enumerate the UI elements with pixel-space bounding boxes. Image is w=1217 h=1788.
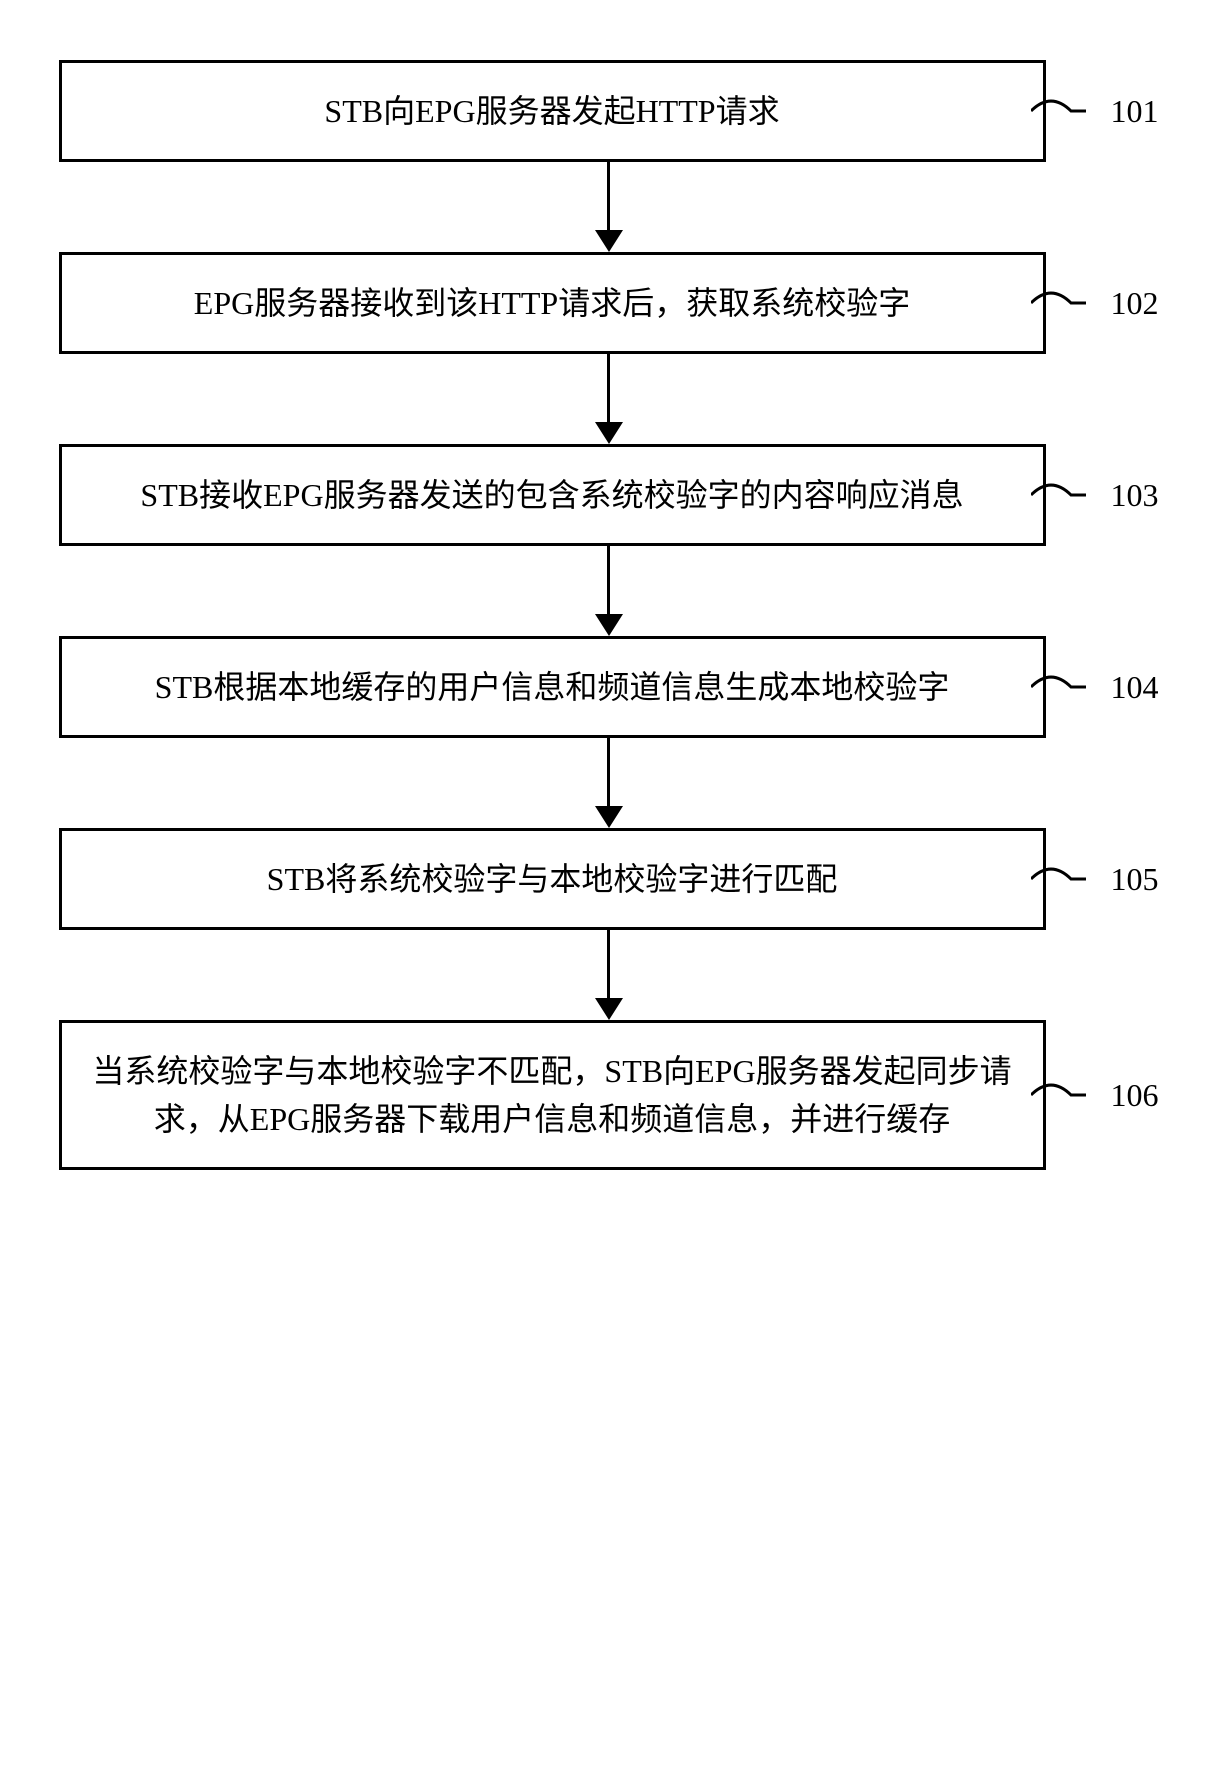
step-id-label: 103 (1111, 477, 1159, 514)
step-row-103: STB接收EPG服务器发送的包含系统校验字的内容响应消息 103 (59, 444, 1159, 546)
step-label-wrap: 101 (1046, 81, 1159, 141)
step-text: 当系统校验字与本地校验字不匹配，STB向EPG服务器发起同步请求，从EPG服务器… (92, 1047, 1013, 1143)
step-row-104: STB根据本地缓存的用户信息和频道信息生成本地校验字 104 (59, 636, 1159, 738)
leader-curve-icon (1031, 465, 1101, 525)
step-text: STB根据本地缓存的用户信息和频道信息生成本地校验字 (155, 663, 950, 711)
step-box: STB接收EPG服务器发送的包含系统校验字的内容响应消息 (59, 444, 1046, 546)
step-box: STB根据本地缓存的用户信息和频道信息生成本地校验字 (59, 636, 1046, 738)
arrow-icon (595, 354, 623, 444)
arrow-head-icon (595, 422, 623, 444)
step-label-wrap: 102 (1046, 273, 1159, 333)
arrow-icon (595, 738, 623, 828)
arrow-head-icon (595, 998, 623, 1020)
step-text: STB接收EPG服务器发送的包含系统校验字的内容响应消息 (140, 471, 963, 519)
step-id-label: 106 (1111, 1077, 1159, 1114)
arrow-line (607, 354, 610, 422)
arrow-head-icon (595, 614, 623, 636)
step-row-105: STB将系统校验字与本地校验字进行匹配 105 (59, 828, 1159, 930)
step-box: 当系统校验字与本地校验字不匹配，STB向EPG服务器发起同步请求，从EPG服务器… (59, 1020, 1046, 1170)
step-id-label: 102 (1111, 285, 1159, 322)
step-row-101: STB向EPG服务器发起HTTP请求 101 (59, 60, 1159, 162)
step-text: STB向EPG服务器发起HTTP请求 (324, 87, 779, 135)
leader-curve-icon (1031, 81, 1101, 141)
step-label-wrap: 103 (1046, 465, 1159, 525)
leader-curve-icon (1031, 1065, 1101, 1125)
step-id-label: 101 (1111, 93, 1159, 130)
arrow-line (607, 930, 610, 998)
step-text: EPG服务器接收到该HTTP请求后，获取系统校验字 (194, 279, 910, 327)
arrow-line (607, 162, 610, 230)
step-box: EPG服务器接收到该HTTP请求后，获取系统校验字 (59, 252, 1046, 354)
arrow-head-icon (595, 806, 623, 828)
step-id-label: 105 (1111, 861, 1159, 898)
leader-curve-icon (1031, 849, 1101, 909)
leader-curve-icon (1031, 657, 1101, 717)
arrow-line (607, 546, 610, 614)
step-text: STB将系统校验字与本地校验字进行匹配 (267, 855, 838, 903)
step-box: STB将系统校验字与本地校验字进行匹配 (59, 828, 1046, 930)
step-label-wrap: 105 (1046, 849, 1159, 909)
arrow-icon (595, 546, 623, 636)
step-box: STB向EPG服务器发起HTTP请求 (59, 60, 1046, 162)
step-id-label: 104 (1111, 669, 1159, 706)
step-label-wrap: 104 (1046, 657, 1159, 717)
arrow-icon (595, 930, 623, 1020)
arrow-line (607, 738, 610, 806)
arrow-head-icon (595, 230, 623, 252)
step-row-106: 当系统校验字与本地校验字不匹配，STB向EPG服务器发起同步请求，从EPG服务器… (59, 1020, 1159, 1170)
step-row-102: EPG服务器接收到该HTTP请求后，获取系统校验字 102 (59, 252, 1159, 354)
arrow-icon (595, 162, 623, 252)
leader-curve-icon (1031, 273, 1101, 333)
flowchart-container: STB向EPG服务器发起HTTP请求 101 EPG服务器接收到该HTTP请求后… (59, 60, 1159, 1170)
step-label-wrap: 106 (1046, 1065, 1159, 1125)
